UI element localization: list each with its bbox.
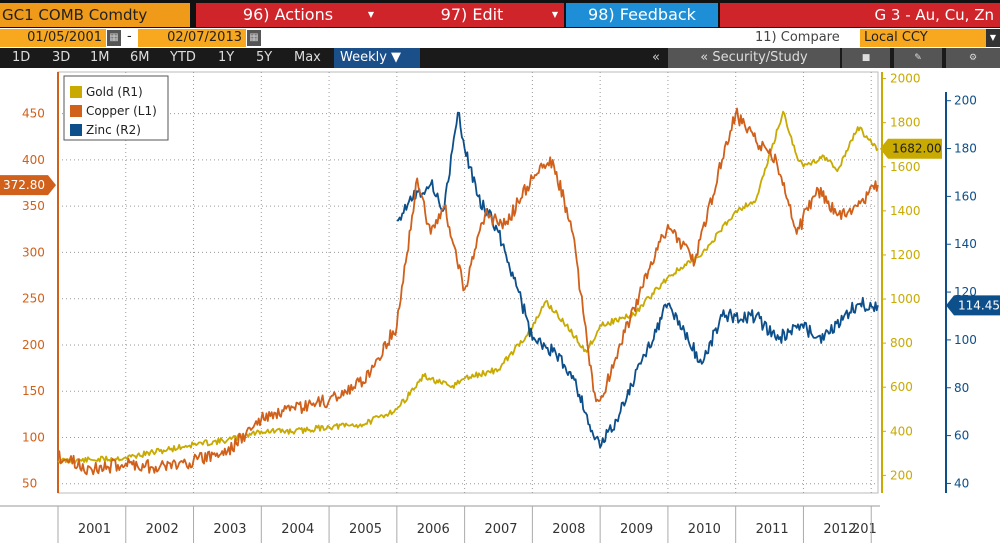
- zinc-tick-label: 40: [954, 476, 969, 490]
- chevron-down-icon: ▼: [551, 10, 558, 19]
- x-tick-label: 2005: [349, 522, 382, 537]
- legend-label: Copper (L1): [86, 104, 157, 118]
- gold-tick-label: 1400: [890, 204, 921, 218]
- legend-swatch: [70, 86, 82, 98]
- gold-tick-label: 1600: [890, 160, 921, 174]
- edit-icon[interactable]: ✎: [894, 48, 942, 68]
- gold-tick-label: 400: [890, 424, 913, 438]
- zinc-last-tag: [946, 295, 1000, 316]
- period-1d[interactable]: 1D: [12, 50, 31, 65]
- gold-tick-label: 600: [890, 380, 913, 394]
- gold-tick-label: 1200: [890, 248, 921, 262]
- left-tick-label: 350: [22, 199, 45, 213]
- x-tick-label: 2002: [146, 522, 179, 537]
- actions-label: 96) Actions: [242, 5, 334, 24]
- period-1y[interactable]: 1Y: [218, 50, 235, 65]
- left-tick-label: 200: [22, 338, 45, 352]
- end-date-field[interactable]: 02/07/2013: [138, 29, 246, 47]
- chart-title: G 3 - Au, Cu, Zn: [720, 3, 1000, 27]
- chevron-down-icon[interactable]: ▼: [986, 29, 1000, 47]
- calendar-icon[interactable]: ▦: [247, 30, 261, 46]
- gold-last-tag: [880, 138, 942, 159]
- security-ticker[interactable]: GC1 COMB Comdty: [0, 3, 190, 27]
- zinc-tick-label: 160: [954, 189, 977, 203]
- x-tick-label: 2006: [417, 522, 450, 537]
- left-tick-label: 450: [22, 107, 45, 121]
- zinc-tick-label: 100: [954, 333, 977, 347]
- gold-tick-label: 200: [890, 468, 913, 482]
- x-tick-label: 2007: [484, 522, 517, 537]
- chevron-down-icon: ▼: [367, 10, 374, 19]
- zinc-last-value: 114.45: [958, 298, 1000, 312]
- actions-menu[interactable]: 96) Actions ▼: [196, 3, 380, 27]
- left-tick-label: 150: [22, 384, 45, 398]
- zinc-tick-label: 80: [954, 381, 969, 395]
- feedback-button[interactable]: 98) Feedback: [566, 3, 718, 27]
- series-line-right2: [396, 111, 879, 449]
- series-line-right1: [57, 110, 879, 465]
- period-1m[interactable]: 1M: [90, 50, 110, 65]
- left-tick-label: 300: [22, 245, 45, 259]
- legend-swatch: [70, 105, 82, 117]
- zinc-tick-label: 140: [954, 237, 977, 251]
- x-tick-label: 2011: [756, 522, 789, 537]
- left-tick-label: 100: [22, 430, 45, 444]
- legend-label: Zinc (R2): [86, 123, 141, 137]
- x-tick-label: 2010: [688, 522, 721, 537]
- x-tick-label: 2009: [620, 522, 653, 537]
- currency-select[interactable]: Local CCY: [860, 29, 986, 47]
- compare-button[interactable]: 11) Compare: [755, 30, 840, 45]
- series-line-left: [57, 107, 879, 476]
- price-chart: 50 100 150 200 250 300 350 400 450 2001 2002 2003 20…: [0, 71, 1000, 543]
- x-tick-label: 201: [852, 522, 877, 537]
- gold-tick-label: 1800: [890, 116, 921, 130]
- x-tick-label: 2008: [552, 522, 585, 537]
- calendar-icon[interactable]: ▦: [107, 30, 121, 46]
- settings-icon[interactable]: ⚙: [946, 48, 1000, 68]
- copper-last-value: 372.80: [3, 178, 45, 192]
- x-tick-label: 2001: [78, 522, 111, 537]
- collapse-toggle[interactable]: «: [652, 50, 660, 65]
- zinc-tick-label: 180: [954, 142, 977, 156]
- gold-tick-label: 2000: [890, 72, 921, 86]
- gold-tick-label: 800: [890, 336, 913, 350]
- legend-label: Gold (R1): [86, 85, 143, 99]
- left-tick-label: 250: [22, 292, 45, 306]
- gold-tick-label: 1000: [890, 292, 921, 306]
- period-6m[interactable]: 6M: [130, 50, 150, 65]
- start-date-field[interactable]: 01/05/2001: [0, 29, 106, 47]
- security-study-button[interactable]: « Security/Study: [668, 48, 840, 68]
- zinc-tick-label: 200: [954, 94, 977, 108]
- frequency-select[interactable]: Weekly ▼: [334, 48, 420, 68]
- edit-label: 97) Edit: [440, 5, 504, 24]
- period-5y[interactable]: 5Y: [256, 50, 273, 65]
- left-tick-label: 50: [22, 477, 37, 491]
- x-tick-label: 2004: [281, 522, 314, 537]
- x-tick-label: 2003: [213, 522, 246, 537]
- period-3d[interactable]: 3D: [52, 50, 71, 65]
- gold-last-value: 1682.00: [892, 142, 942, 156]
- period-ytd[interactable]: YTD: [170, 50, 196, 65]
- x-tick-label: 2012: [823, 522, 856, 537]
- period-max[interactable]: Max: [294, 50, 321, 65]
- pin-icon[interactable]: ■: [842, 48, 890, 68]
- left-tick-label: 400: [22, 153, 45, 167]
- legend-swatch: [70, 124, 82, 136]
- copper-last-tag: [0, 175, 56, 196]
- zinc-tick-label: 60: [954, 429, 969, 443]
- edit-menu[interactable]: 97) Edit ▼: [380, 3, 564, 27]
- date-separator: -: [127, 29, 132, 44]
